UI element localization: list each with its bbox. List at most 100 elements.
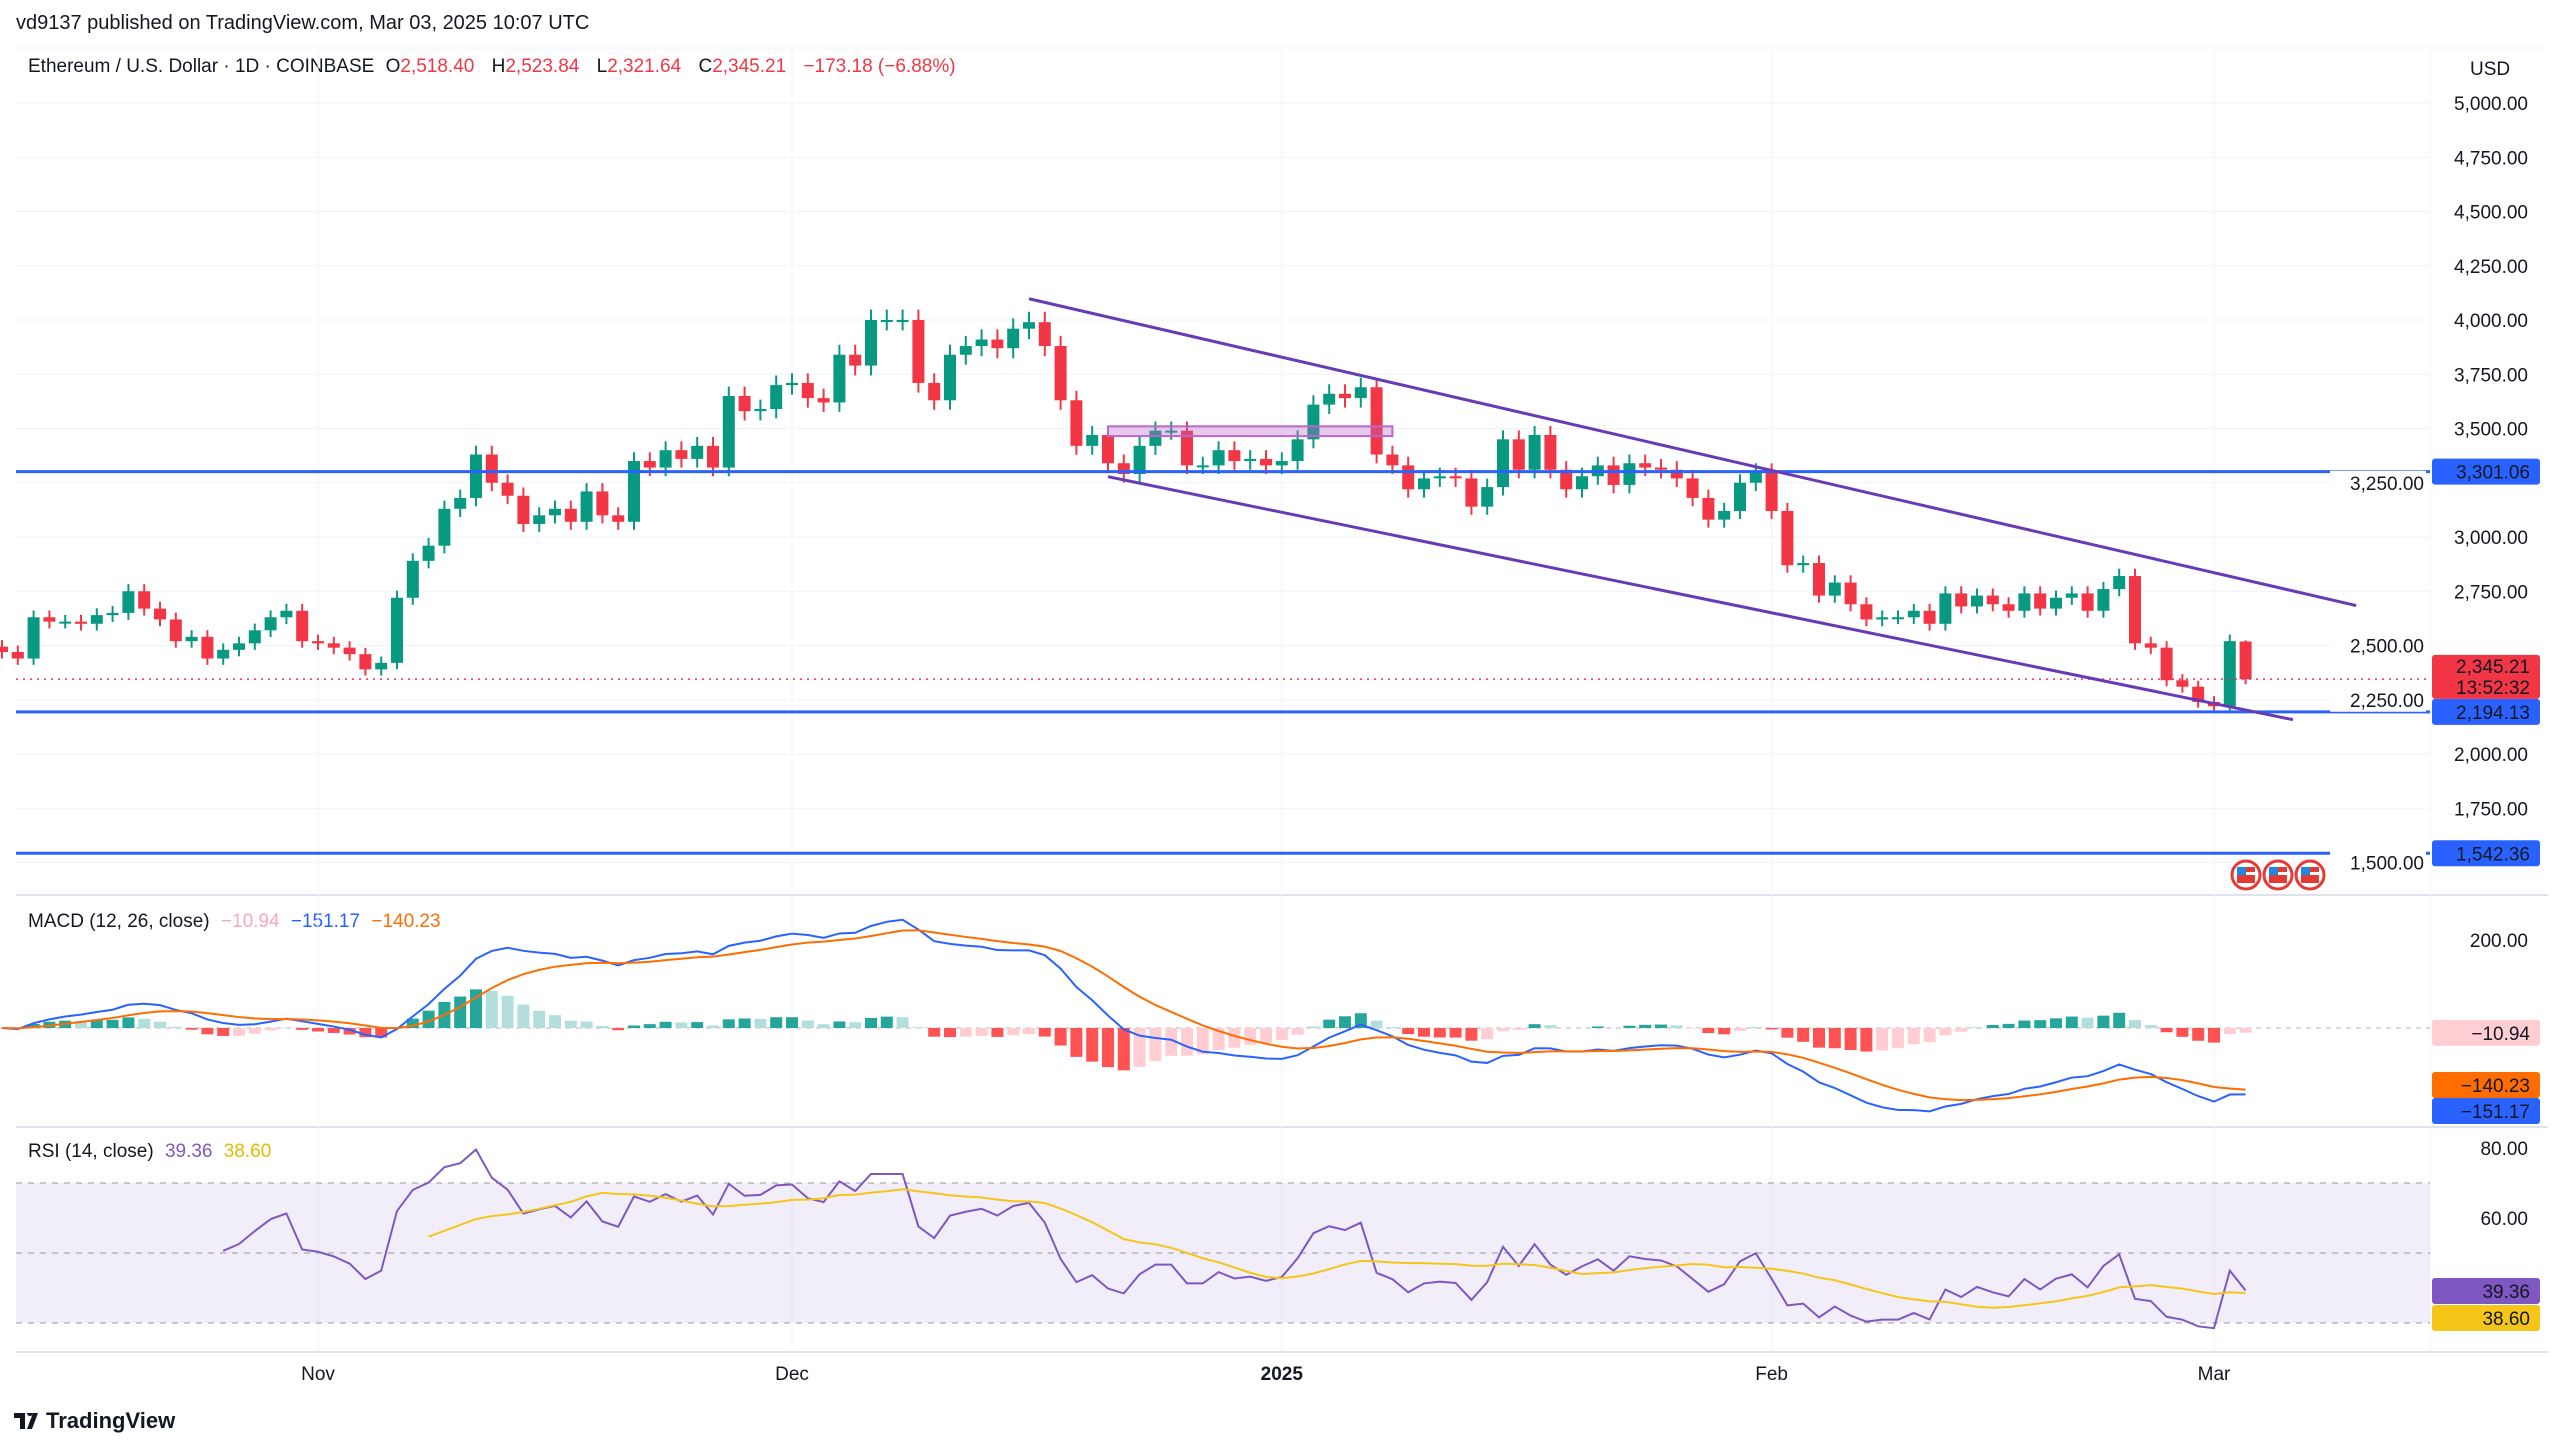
candle-body [533, 515, 546, 524]
candle-body [1323, 393, 1336, 405]
macd-histogram-bar [612, 1028, 625, 1031]
candle-body [1481, 487, 1494, 507]
macd-histogram-bar [1165, 1028, 1178, 1056]
candle-body [691, 445, 704, 459]
event-flags [2230, 859, 2326, 891]
open-value: 2,518.40 [400, 56, 475, 77]
candle-body [754, 408, 767, 412]
macd-signal-label-box [2432, 1072, 2540, 1098]
rectangle-zone [1107, 425, 1394, 438]
macd-histogram-bar [27, 1023, 40, 1028]
macd-histogram-bar [517, 1004, 530, 1028]
candle-body [1228, 450, 1241, 462]
candle-body [1939, 593, 1952, 624]
candle-body [2129, 576, 2141, 644]
macd-histogram-bar [1149, 1028, 1162, 1062]
candle-body [991, 339, 1004, 349]
us-flag-event-icon[interactable] [2230, 859, 2262, 891]
macd-title[interactable]: MACD (12, 26, close) [28, 911, 210, 932]
price-tick-label: 3,500.00 [2454, 420, 2528, 441]
rsi-ma-line [428, 1188, 2246, 1309]
macd-histogram-bar [122, 1017, 135, 1028]
candle-body [485, 454, 498, 483]
candle-body [1686, 478, 1699, 498]
macd-histogram-bar [1433, 1028, 1446, 1038]
low-label: L [596, 56, 608, 77]
candle-body [1797, 563, 1810, 566]
currency-label: USD [2470, 59, 2510, 80]
candle-body [817, 398, 830, 403]
symbol-title[interactable]: Ethereum / U.S. Dollar · 1D · COINBASE [28, 56, 375, 77]
macd-histogram-bar [643, 1024, 656, 1028]
candle-body [1813, 563, 1825, 596]
macd-histogram-bar [1228, 1028, 1241, 1048]
candle-body [896, 320, 909, 322]
macd-histogram-bar [786, 1017, 798, 1028]
us-flag-event-icon[interactable] [2262, 859, 2294, 891]
macd-signal-value: −140.23 [371, 911, 441, 932]
candle-body [280, 610, 293, 618]
macd-histogram-bar [991, 1028, 1004, 1037]
candle-body [1923, 610, 1936, 624]
high-label: H [491, 56, 506, 77]
macd-histogram-bar [1023, 1028, 1035, 1034]
macd-histogram-bar [1670, 1025, 1683, 1028]
candle-body [75, 621, 87, 624]
macd-histogram-bar [944, 1028, 956, 1038]
macd-histogram-bar [580, 1021, 593, 1028]
candle-body [1102, 435, 1114, 464]
candle-body [2144, 643, 2157, 648]
price-tick-label: 4,000.00 [2454, 311, 2528, 332]
macd-histogram-bar [896, 1017, 909, 1028]
macd-histogram-bar [691, 1022, 704, 1028]
macd-histogram-bar [928, 1028, 941, 1037]
macd-histogram-bar [1844, 1028, 1857, 1051]
macd-histogram-bar [2081, 1017, 2094, 1028]
candle-body [327, 643, 340, 648]
macd-histogram-bar [1449, 1028, 1462, 1038]
macd-histogram-bar [533, 1010, 546, 1028]
macd-histogram-bar [217, 1028, 230, 1036]
candle-body [880, 320, 893, 322]
price-tick-label: 2,500.00 [2350, 637, 2424, 658]
candle-body [264, 617, 277, 631]
price-tick-label-bg [2330, 633, 2426, 658]
candle-body [2097, 589, 2110, 611]
candle-body [1244, 458, 1257, 462]
macd-histogram-bar [1939, 1028, 1952, 1036]
macd-legend: MACD (12, 26, close) −10.94 −151.17 −140… [28, 911, 447, 933]
rsi-title[interactable]: RSI (14, close) [28, 1141, 154, 1162]
macd-histogram-bar [1054, 1028, 1067, 1046]
open-label: O [385, 56, 401, 77]
candle-body [248, 630, 261, 644]
macd-histogram-bar [1971, 1027, 1983, 1028]
candle-body [707, 445, 719, 468]
time-tick-label: 2025 [1261, 1364, 1304, 1385]
macd-histogram-bar [564, 1020, 577, 1028]
candle-body [438, 508, 451, 546]
candle-body [1955, 593, 1968, 607]
candle-body [422, 545, 435, 561]
macd-histogram-bar [248, 1028, 261, 1034]
candle-body [564, 508, 577, 522]
rsi-background [16, 1183, 2430, 1323]
candle-body [1670, 469, 1683, 479]
candle-body [1607, 465, 1620, 485]
macd-histogram-bar [1828, 1028, 1841, 1049]
price-tick-label: 4,250.00 [2454, 257, 2528, 278]
candle-body [1971, 595, 1983, 607]
tradingview-logo[interactable]: TradingView [14, 1408, 175, 1434]
time-tick-label: Dec [775, 1364, 809, 1385]
candle-body [1165, 430, 1178, 433]
candle-body [185, 636, 198, 642]
macd-histogram-bar [1181, 1028, 1193, 1056]
close-label: C [698, 56, 713, 77]
candle-body [1892, 617, 1904, 620]
us-flag-event-icon[interactable] [2294, 859, 2326, 891]
price-tick-label: 3,000.00 [2454, 528, 2528, 549]
candle-body [2018, 593, 2031, 611]
candle-body [359, 654, 372, 670]
symbol-legend: Ethereum / U.S. Dollar · 1D · COINBASE O… [28, 56, 962, 78]
last-price-label: 2,345.21 [2456, 657, 2530, 678]
